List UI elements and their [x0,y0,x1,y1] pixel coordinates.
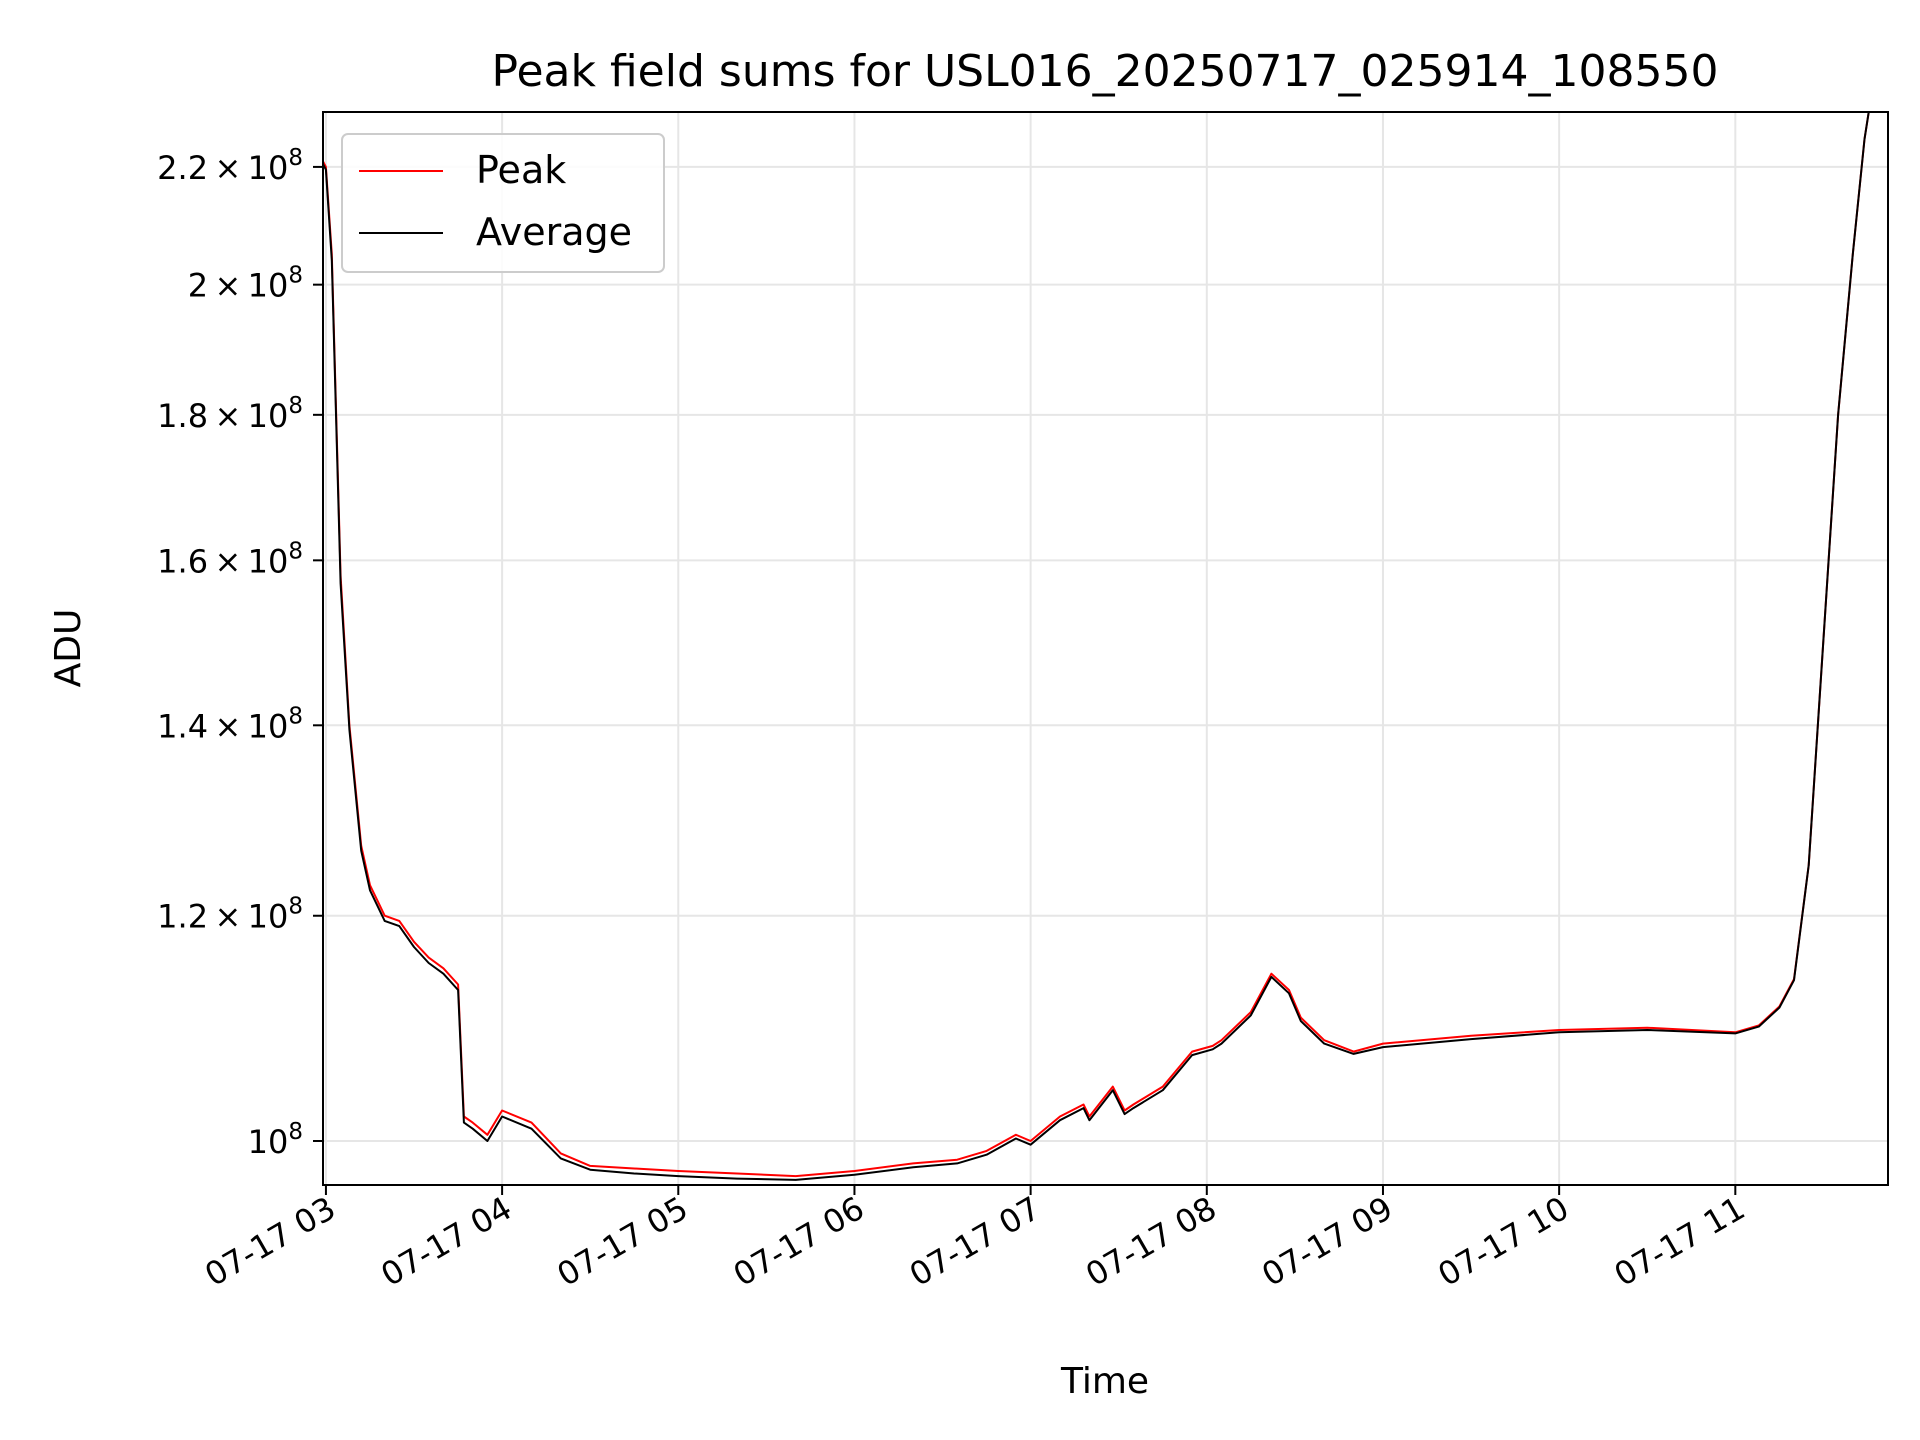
y-tick-label: 1.2 × 108 [157,894,303,936]
y-axis: 108 1.2 × 108 1.4 × 108 1.6 × 108 1.8 × 108 2… [157,145,323,1161]
series-layer [323,112,1870,1181]
y-tick-label: 108 [248,1119,303,1161]
y-tick-label: 2 × 108 [188,263,303,305]
legend-label-peak: Peak [476,148,566,192]
series-line-peak [323,112,1870,1178]
series-line-average [323,112,1870,1181]
grid [323,112,1888,1185]
x-axis-label: Time [1060,1361,1149,1402]
y-tick-label: 1.4 × 108 [157,703,303,745]
y-tick-label: 1.8 × 108 [157,393,303,435]
legend-box [341,133,665,273]
legend-label-average: Average [476,210,632,254]
chart-title: Peak field sums for USL016_20250717_0259… [492,46,1719,97]
plot-frame [322,111,1889,1186]
y-tick-label: 1.6 × 108 [157,538,303,580]
y-axis-label: ADU [48,609,89,688]
y-tick-label: 2.2 × 108 [157,145,303,187]
legend: Peak Average [341,133,665,273]
